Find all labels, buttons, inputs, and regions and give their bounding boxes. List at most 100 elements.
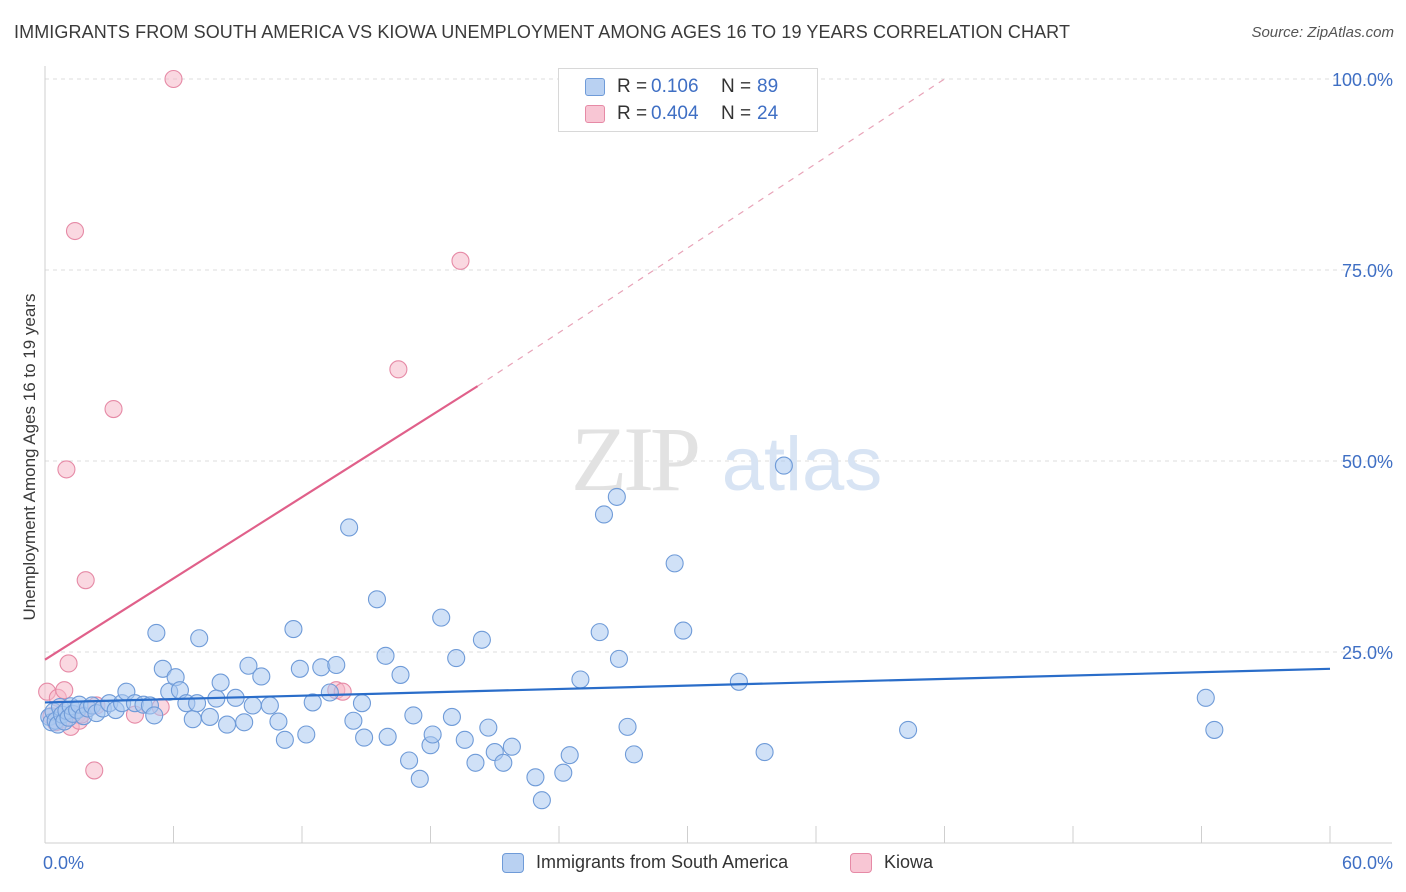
legend-row-kiowa: R = 0.404 N = 24 [585,102,778,126]
immigrants-point [423,725,442,744]
immigrants-point [147,623,166,642]
legend-r-value: 0.404 [651,103,699,124]
legend-item-kiowa[interactable]: Kiowa [850,852,933,873]
immigrants-point [260,696,279,715]
immigrants-point [466,753,485,772]
immigrants-point [235,713,254,732]
legend-n-label: N = [721,103,752,124]
y-tick-label: 75.0% [1342,261,1393,281]
immigrants-point [554,763,573,782]
y-tick-label: 100.0% [1332,70,1393,90]
kiowa-point [55,681,74,700]
immigrants-point [1196,688,1215,707]
legend-r-value: 0.106 [651,76,699,97]
legend-label-immigrants: Immigrants from South America [536,852,789,872]
kiowa-trend-extension [477,78,945,387]
legend-r-label: R = [617,103,648,124]
immigrants-point [665,554,684,573]
immigrants-point [532,791,551,810]
immigrants-point [183,710,202,729]
immigrants-point [560,746,579,765]
legend-item-immigrants[interactable]: Immigrants from South America [502,852,788,873]
immigrants-point [607,487,626,506]
watermark-zip: ZIP [571,408,698,510]
kiowa-point [389,360,408,379]
x-tick-label-min: 0.0% [43,853,84,873]
immigrants-point [618,717,637,736]
immigrants-point [526,768,545,787]
immigrants-point [472,630,491,649]
immigrants-point [590,623,609,642]
legend-swatch-pink [850,852,872,873]
immigrants-trend-line [44,667,1331,704]
immigrants-point [624,745,644,764]
immigrants-point [217,715,237,734]
immigrants-point [243,696,262,715]
kiowa-point [164,69,183,89]
y-tick-label: 25.0% [1342,643,1393,663]
series-legend: Immigrants from South America Kiowa [0,852,1406,876]
legend-label-kiowa: Kiowa [884,852,934,872]
legend-r-label: R = [617,76,648,97]
x-tick-label-max: 60.0% [1342,853,1393,873]
kiowa-point [76,571,95,590]
immigrants-point [455,730,474,749]
legend-row-immigrants: R = 0.106 N = 89 [585,75,778,99]
immigrants-point [275,730,294,749]
immigrants-point [312,658,331,677]
immigrants-point [400,751,419,770]
immigrants-point [145,706,164,725]
immigrants-point [344,711,363,730]
immigrants-point [494,753,513,772]
immigrants-point [442,707,461,726]
kiowa-point [451,251,470,270]
immigrants-point [190,629,209,648]
kiowa-point [65,221,85,241]
immigrants-point [674,621,693,640]
immigrants-point [432,608,451,627]
immigrants-point [303,693,322,712]
immigrants-point [367,590,387,609]
immigrants-point [252,667,271,686]
kiowa-point [104,399,123,419]
tick-labels: 25.0% 50.0% 75.0% 100.0% 0.0% 60.0% [43,70,1393,873]
immigrants-point [211,673,230,692]
immigrants-point [571,670,590,689]
immigrants-point [755,743,774,762]
kiowa-point [85,761,104,780]
immigrants-point [410,769,429,788]
legend-n-label: N = [721,76,752,97]
immigrants-point [153,659,172,678]
kiowa-point [57,460,76,479]
immigrants-point [352,694,372,713]
immigrants-point [290,659,309,678]
immigrants-point [340,518,359,537]
y-tick-label: 50.0% [1342,452,1393,472]
immigrants-point [297,725,316,744]
immigrants-point [404,706,423,725]
gridlines [45,78,1392,653]
immigrants-point [502,737,521,756]
legend-n-value: 24 [757,103,779,124]
chart-title: IMMIGRANTS FROM SOUTH AMERICA VS KIOWA U… [14,22,1071,42]
immigrants-point [378,727,397,746]
legend-n-value: 89 [757,76,779,97]
legend-swatch-blue [585,78,605,96]
immigrants-point [899,720,918,739]
trend-lines [44,78,1331,704]
immigrants-point [269,712,288,731]
immigrants-point [355,728,374,747]
immigrants-point [376,646,395,665]
immigrants-point [729,672,748,691]
immigrants-point [284,620,303,639]
kiowa-trend-line [44,385,479,661]
correlation-legend: R = 0.106 N = 89 R = 0.404 N = 24 [558,68,818,132]
immigrants-point [1205,720,1224,739]
immigrants-point [774,456,793,475]
immigrants-point [609,649,629,668]
immigrants-point [200,707,219,726]
source-label: Source: ZipAtlas.com [1251,24,1394,41]
immigrants-point [320,683,339,702]
watermark-atlas: atlas [722,422,883,507]
